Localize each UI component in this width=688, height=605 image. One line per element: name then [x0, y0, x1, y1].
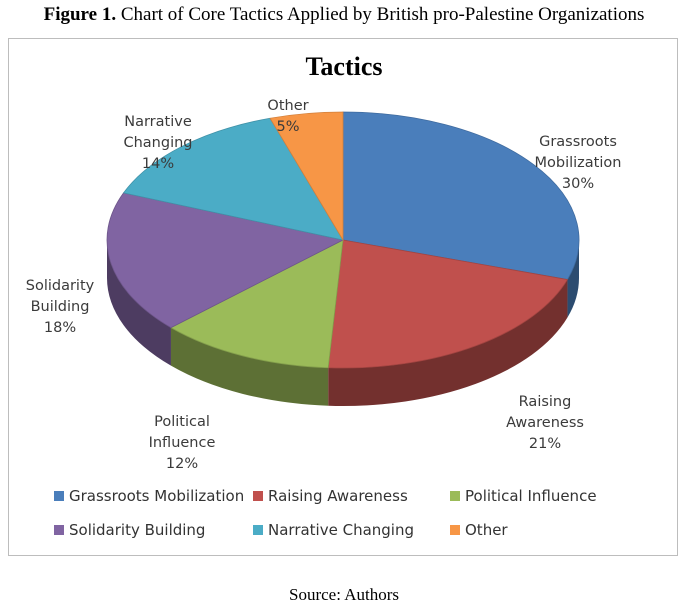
data-label-line: Grassroots [539, 134, 617, 150]
legend-swatch [253, 525, 263, 535]
data-label-line: Mobilization [534, 155, 622, 171]
pie-sides [107, 240, 579, 407]
pie-slice-side-3 [107, 240, 171, 366]
data-label-value: 14% [141, 156, 175, 172]
legend-label: Solidarity Building [69, 521, 206, 539]
data-label-line: Solidarity [25, 278, 95, 294]
figure-label: Figure 1. [43, 4, 117, 25]
pie-slice-side-0 [567, 240, 579, 318]
data-label-grassroots: Grassroots Mobilization 30% [518, 132, 638, 195]
pie-slice-side-1 [328, 279, 568, 407]
pie-slice-2 [170, 239, 344, 369]
legend-label: Political Influence [465, 487, 597, 505]
legend-swatch [54, 525, 64, 535]
data-label-line: Political [154, 414, 210, 430]
legend-swatch [450, 491, 460, 501]
data-label-value: 12% [165, 456, 199, 472]
data-label-narrative-changing: Narrative Changing 14% [98, 112, 218, 175]
legend-label: Other [465, 521, 508, 539]
pie-slice-side-2 [170, 327, 329, 406]
data-label-solidarity-building: Solidarity Building 18% [0, 276, 120, 339]
data-label-value: 21% [528, 436, 562, 452]
data-label-line: Influence [148, 435, 216, 451]
legend-item-narrative-changing: Narrative Changing [253, 521, 414, 539]
pie-slice-3 [106, 192, 345, 329]
legend-swatch [253, 491, 263, 501]
legend-item-political-influence: Political Influence [450, 487, 597, 505]
legend-label: Raising Awareness [268, 487, 408, 505]
figure-caption: Figure 1. Chart of Core Tactics Applied … [0, 4, 688, 26]
chart-title: Tactics [305, 52, 383, 81]
data-label-political-influence: Political Influence 12% [122, 412, 242, 475]
legend-swatch [450, 525, 460, 535]
legend-swatch [54, 491, 64, 501]
data-label-raising-awareness: Raising Awareness 21% [485, 392, 605, 455]
pie-slice-1 [327, 239, 569, 369]
data-label-line: Changing [123, 135, 193, 151]
pie-slice-0 [342, 111, 580, 280]
data-label-line: Raising [518, 394, 572, 410]
legend-item-other: Other [450, 521, 508, 539]
pie-tops [106, 111, 580, 369]
data-label-value: 18% [43, 320, 77, 336]
figure-caption-text: Chart of Core Tactics Applied by British… [120, 4, 645, 25]
data-label-line: Narrative [124, 114, 192, 130]
data-label-line: Other [267, 98, 309, 114]
legend-label: Narrative Changing [268, 521, 414, 539]
legend-item-raising-awareness: Raising Awareness [253, 487, 408, 505]
legend-label: Grassroots Mobilization [69, 487, 245, 505]
pie-slice-5 [269, 111, 344, 242]
data-label-value: 30% [561, 176, 595, 192]
data-label-value: 5% [276, 119, 300, 135]
data-label-other: Other 5% [228, 96, 348, 138]
legend-item-solidarity-building: Solidarity Building [54, 521, 205, 539]
figure-source: Source: Authors [288, 585, 400, 604]
legend-item-grassroots: Grassroots Mobilization [54, 487, 244, 505]
data-label-line: Awareness [506, 415, 584, 431]
data-label-line: Building [30, 299, 90, 315]
